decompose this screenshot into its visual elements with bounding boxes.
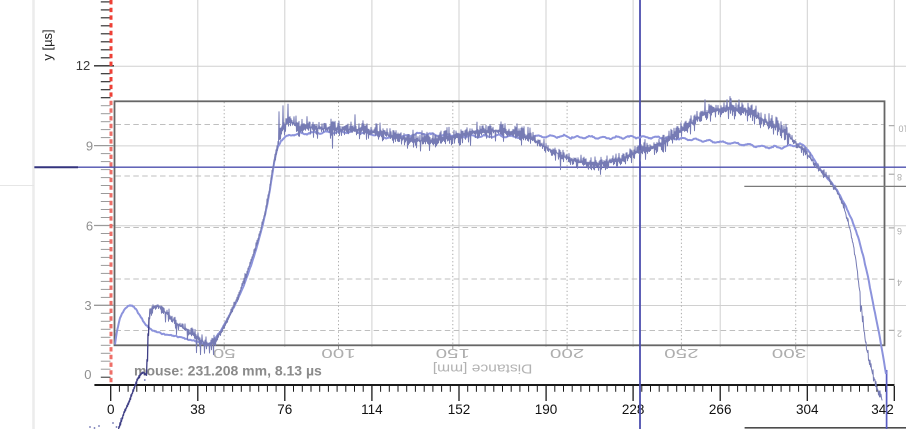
svg-text:mouse: 231.208 mm, 8.13 µs: mouse: 231.208 mm, 8.13 µs xyxy=(134,362,322,378)
svg-text:190: 190 xyxy=(535,402,558,417)
svg-text:4: 4 xyxy=(897,277,902,287)
svg-text:304: 304 xyxy=(796,402,819,417)
svg-text:342: 342 xyxy=(871,402,894,417)
svg-text:114: 114 xyxy=(361,402,383,417)
svg-text:150: 150 xyxy=(436,346,470,360)
svg-text:y [µs]: y [µs] xyxy=(40,29,55,60)
svg-text:6: 6 xyxy=(897,226,902,236)
svg-text:8: 8 xyxy=(897,172,902,182)
svg-text:0: 0 xyxy=(84,367,91,382)
svg-text:228: 228 xyxy=(622,402,645,417)
svg-text:0: 0 xyxy=(107,402,115,417)
svg-text:38: 38 xyxy=(190,402,205,417)
svg-text:2: 2 xyxy=(897,328,902,338)
svg-text:100: 100 xyxy=(321,346,355,360)
svg-text:266: 266 xyxy=(709,402,732,417)
svg-text:10: 10 xyxy=(898,124,906,134)
svg-text:152: 152 xyxy=(448,402,471,417)
svg-text:3: 3 xyxy=(84,298,91,313)
svg-text:250: 250 xyxy=(664,346,698,360)
svg-text:12: 12 xyxy=(76,58,90,73)
svg-text:9: 9 xyxy=(86,139,93,154)
svg-text:300: 300 xyxy=(772,346,806,360)
svg-text:200: 200 xyxy=(550,346,584,360)
svg-text:76: 76 xyxy=(277,402,292,417)
svg-text:50: 50 xyxy=(213,346,236,360)
svg-text:6: 6 xyxy=(86,218,93,233)
svg-text:Distance [mm]: Distance [mm] xyxy=(433,362,533,376)
